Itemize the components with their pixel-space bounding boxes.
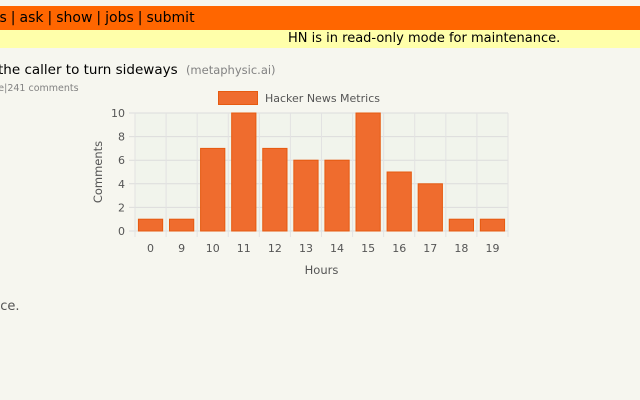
bar-chart-svg: 0 2 4 6 8 10 0 9 10 11 12 13 14 15 16 17 18 19 Hours Commen… xyxy=(91,107,509,277)
story-subtext: rite|241 comments xyxy=(0,83,79,94)
bar xyxy=(169,218,195,232)
comments-chart: 0 2 4 6 8 10 0 9 10 11 12 13 14 15 16 17 18 19 Hours Commen… xyxy=(88,88,518,283)
x-tick-label: 19 xyxy=(485,242,499,255)
story-title-link[interactable]: the caller to turn sideways xyxy=(0,62,178,78)
x-tick-label: 16 xyxy=(392,242,406,255)
y-tick-label: 2 xyxy=(118,201,125,214)
maintenance-notice-text: HN is in read-only mode for maintenance. xyxy=(288,31,561,46)
bar xyxy=(355,112,381,232)
bar xyxy=(137,218,164,232)
nav-separator: | xyxy=(137,10,143,26)
nav-separator: | xyxy=(47,10,53,26)
bar xyxy=(386,171,412,232)
x-tick-label: 15 xyxy=(361,242,375,255)
y-tick-label: 10 xyxy=(111,107,125,120)
nav-link-ask[interactable]: ask xyxy=(19,10,44,26)
nav-link-ts[interactable]: ts xyxy=(0,10,7,26)
x-tick-label: 13 xyxy=(299,242,313,255)
x-tick-label: 0 xyxy=(147,242,154,255)
y-axis-label: Comments xyxy=(91,141,105,203)
story-title-row: the caller to turn sideways (metaphysic.… xyxy=(0,62,276,78)
nav-separator: | xyxy=(96,10,102,26)
x-tick-label: 14 xyxy=(330,242,344,255)
legend-label: Hacker News Metrics xyxy=(265,91,380,105)
nav-separator: | xyxy=(10,10,16,26)
y-tick-label: 0 xyxy=(118,225,125,238)
bar xyxy=(200,147,226,232)
x-tick-label: 11 xyxy=(237,242,251,255)
y-tick-label: 4 xyxy=(118,178,125,191)
x-tick-label: 12 xyxy=(268,242,282,255)
x-axis-label: Hours xyxy=(305,263,339,277)
bar xyxy=(293,159,319,232)
bar xyxy=(417,183,443,232)
top-nav: ts|ask|show|jobs|submit xyxy=(0,6,195,30)
y-tick-label: 6 xyxy=(118,154,125,167)
story-site[interactable]: (metaphysic.ai) xyxy=(185,63,276,77)
bar xyxy=(262,147,288,232)
maintenance-notice-bar: HN is in read-only mode for maintenance. xyxy=(0,30,640,48)
chart-legend: Hacker News Metrics xyxy=(218,90,380,106)
bar xyxy=(479,218,506,232)
x-tick-label: 9 xyxy=(178,242,185,255)
bar xyxy=(231,112,257,232)
footer-text: nce. xyxy=(0,299,20,314)
nav-link-jobs[interactable]: jobs xyxy=(105,10,134,26)
subtext-separator: | xyxy=(4,83,8,94)
header-bar: ts|ask|show|jobs|submit xyxy=(0,6,640,30)
comments-link[interactable]: 241 comments xyxy=(7,83,79,94)
bar xyxy=(448,218,474,232)
x-tick-label: 17 xyxy=(423,242,437,255)
subtext-link[interactable]: rite xyxy=(0,83,5,94)
nav-link-submit[interactable]: submit xyxy=(146,10,195,26)
x-tick-label: 18 xyxy=(454,242,468,255)
legend-swatch xyxy=(218,91,258,105)
x-tick-label: 10 xyxy=(206,242,220,255)
bar xyxy=(324,159,350,232)
y-tick-label: 8 xyxy=(118,131,125,144)
nav-link-show[interactable]: show xyxy=(56,10,93,26)
